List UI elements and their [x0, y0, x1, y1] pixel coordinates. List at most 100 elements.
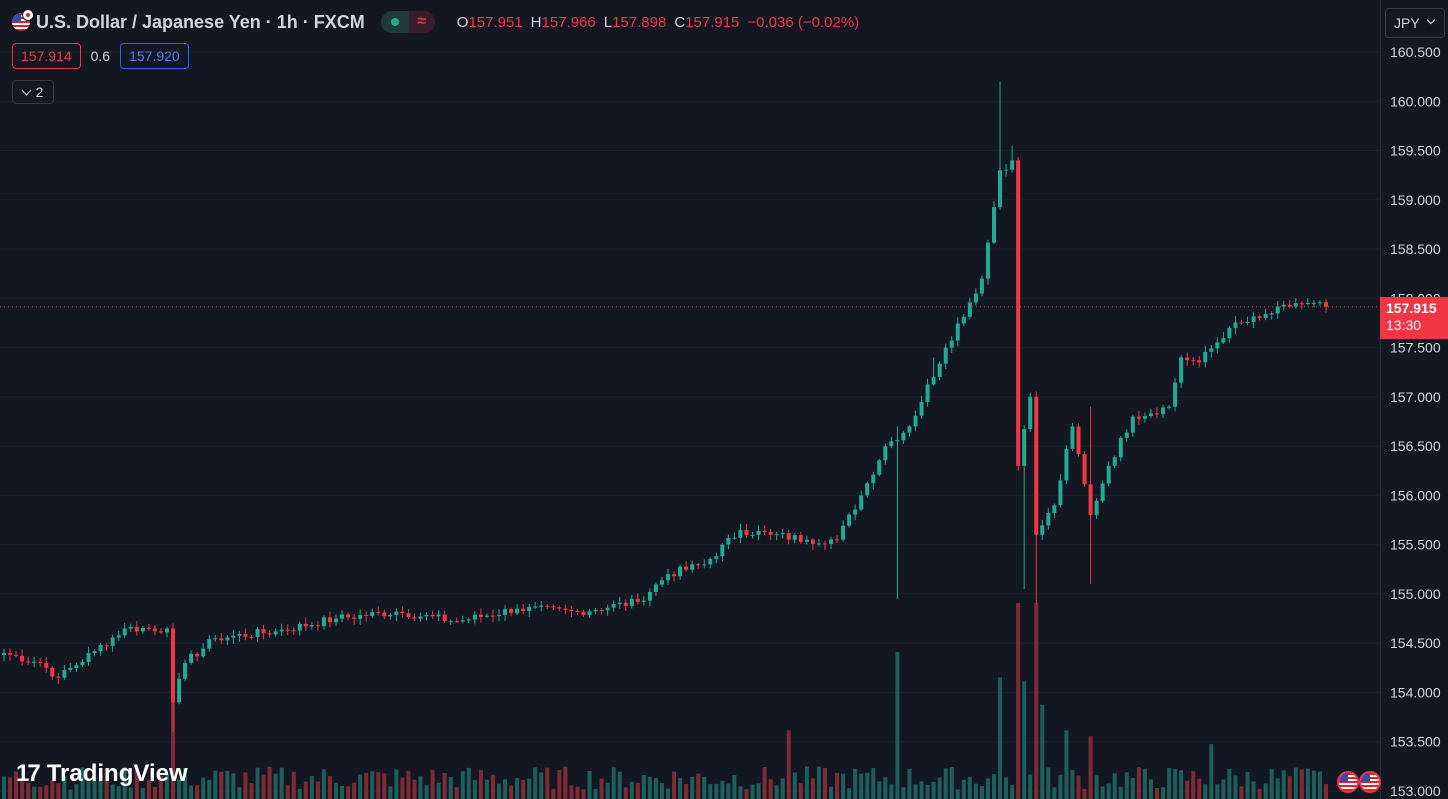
volume-bar: [171, 691, 176, 799]
candle-body: [1173, 382, 1178, 407]
candle-body: [1016, 160, 1021, 466]
candle-body: [273, 631, 278, 635]
volume-bar: [889, 784, 894, 799]
candle-body: [219, 638, 224, 641]
volume-bar: [122, 766, 127, 799]
volume-bar: [213, 770, 218, 799]
volume-bar: [847, 788, 852, 799]
high-value: 157.966: [541, 13, 596, 31]
candle-body: [2, 653, 6, 656]
volume-bar: [303, 781, 308, 799]
candle-body: [690, 564, 695, 570]
volume-bar: [1185, 780, 1190, 799]
candle-body: [1227, 327, 1232, 339]
candle-body: [509, 609, 514, 614]
volume-bar: [738, 786, 743, 799]
volume-bar: [533, 767, 538, 799]
candle-body: [1028, 396, 1033, 430]
candle-body: [243, 633, 248, 637]
volume-bar: [237, 787, 242, 799]
candle-body: [231, 635, 236, 638]
economic-event-flag-icon[interactable]: [1337, 771, 1359, 793]
volume-bar: [696, 773, 701, 799]
grid: [0, 51, 1380, 792]
volume-bar: [702, 776, 707, 799]
volume-bar: [1311, 770, 1316, 799]
volume-bar: [267, 766, 272, 799]
candle-body: [171, 628, 176, 703]
volume-bar: [418, 776, 423, 799]
sell-button[interactable]: 157.914: [12, 43, 81, 69]
volume-bar: [201, 777, 206, 799]
symbol-title[interactable]: U.S. Dollar / Japanese Yen · 1h · FXCM: [36, 11, 365, 32]
candle-body: [104, 645, 109, 647]
candle-body: [853, 509, 858, 515]
candle-body: [8, 653, 13, 655]
candle-body: [1293, 303, 1298, 307]
volume-bar: [478, 770, 483, 799]
volume-bar: [835, 772, 840, 799]
volume-bar: [1167, 767, 1172, 799]
volume-bar: [32, 786, 37, 799]
volume-bar: [146, 779, 151, 799]
candle-body: [1106, 465, 1111, 484]
volume-bar: [1173, 769, 1178, 799]
currency-selector[interactable]: JPY: [1385, 8, 1445, 38]
last-price-label: 157.915 13:30: [1380, 297, 1448, 339]
candle-body: [810, 539, 815, 544]
candle-body: [424, 614, 429, 617]
volume-bar: [1305, 768, 1310, 799]
candle-body: [225, 637, 230, 641]
volume-bar: [569, 785, 574, 799]
candle-body: [780, 533, 785, 535]
volume-bar: [1022, 681, 1027, 799]
tradingview-logo[interactable]: 17 TradingView: [16, 760, 188, 788]
volume-bar: [623, 787, 628, 799]
volume-bar: [1233, 775, 1238, 799]
volume-bar: [979, 786, 984, 799]
economic-event-flag-icon[interactable]: [1359, 771, 1381, 793]
candle-body: [1251, 316, 1256, 322]
low-label: L: [603, 13, 613, 31]
candle-body: [919, 401, 924, 416]
volume-bar: [1130, 778, 1135, 799]
candle-body: [835, 539, 840, 541]
candle-body: [382, 612, 387, 617]
volume-bar: [641, 775, 646, 799]
candle-body: [527, 606, 532, 612]
last-price-value: 157.915: [1386, 300, 1437, 316]
volume-bar: [158, 775, 163, 799]
volume-bar: [605, 782, 610, 799]
close-label: C: [674, 13, 686, 31]
candle-body: [1324, 302, 1328, 307]
candle-body: [74, 665, 79, 669]
candle-body: [442, 614, 447, 622]
candle-body: [859, 495, 864, 510]
volume-bar: [841, 773, 846, 799]
market-status[interactable]: ≈: [380, 11, 435, 33]
volume-bar: [503, 779, 508, 799]
candle-body: [1004, 169, 1009, 171]
buy-button[interactable]: 157.920: [120, 43, 189, 69]
candle-body: [62, 669, 67, 678]
indicators-toggle-button[interactable]: 2: [12, 80, 54, 104]
candle-body: [207, 639, 212, 649]
volume-bar: [1245, 771, 1250, 799]
volume-bar: [1142, 768, 1147, 799]
volume-bar: [1209, 744, 1214, 799]
volume-bar: [1203, 784, 1208, 799]
volume-bar: [321, 769, 326, 799]
volume-bar: [599, 778, 604, 799]
candle-body: [80, 661, 85, 666]
volume-bar: [545, 767, 550, 799]
volume-bar: [931, 781, 936, 799]
volume-bar: [376, 772, 381, 799]
volume-bar: [575, 786, 580, 799]
price-tick-label: 160.000: [1390, 93, 1441, 109]
candle-body: [659, 580, 664, 585]
wave-icon: ≈: [408, 11, 435, 33]
volume-bar: [653, 778, 658, 799]
volume-bar: [243, 772, 248, 799]
volume-bar: [907, 769, 912, 799]
